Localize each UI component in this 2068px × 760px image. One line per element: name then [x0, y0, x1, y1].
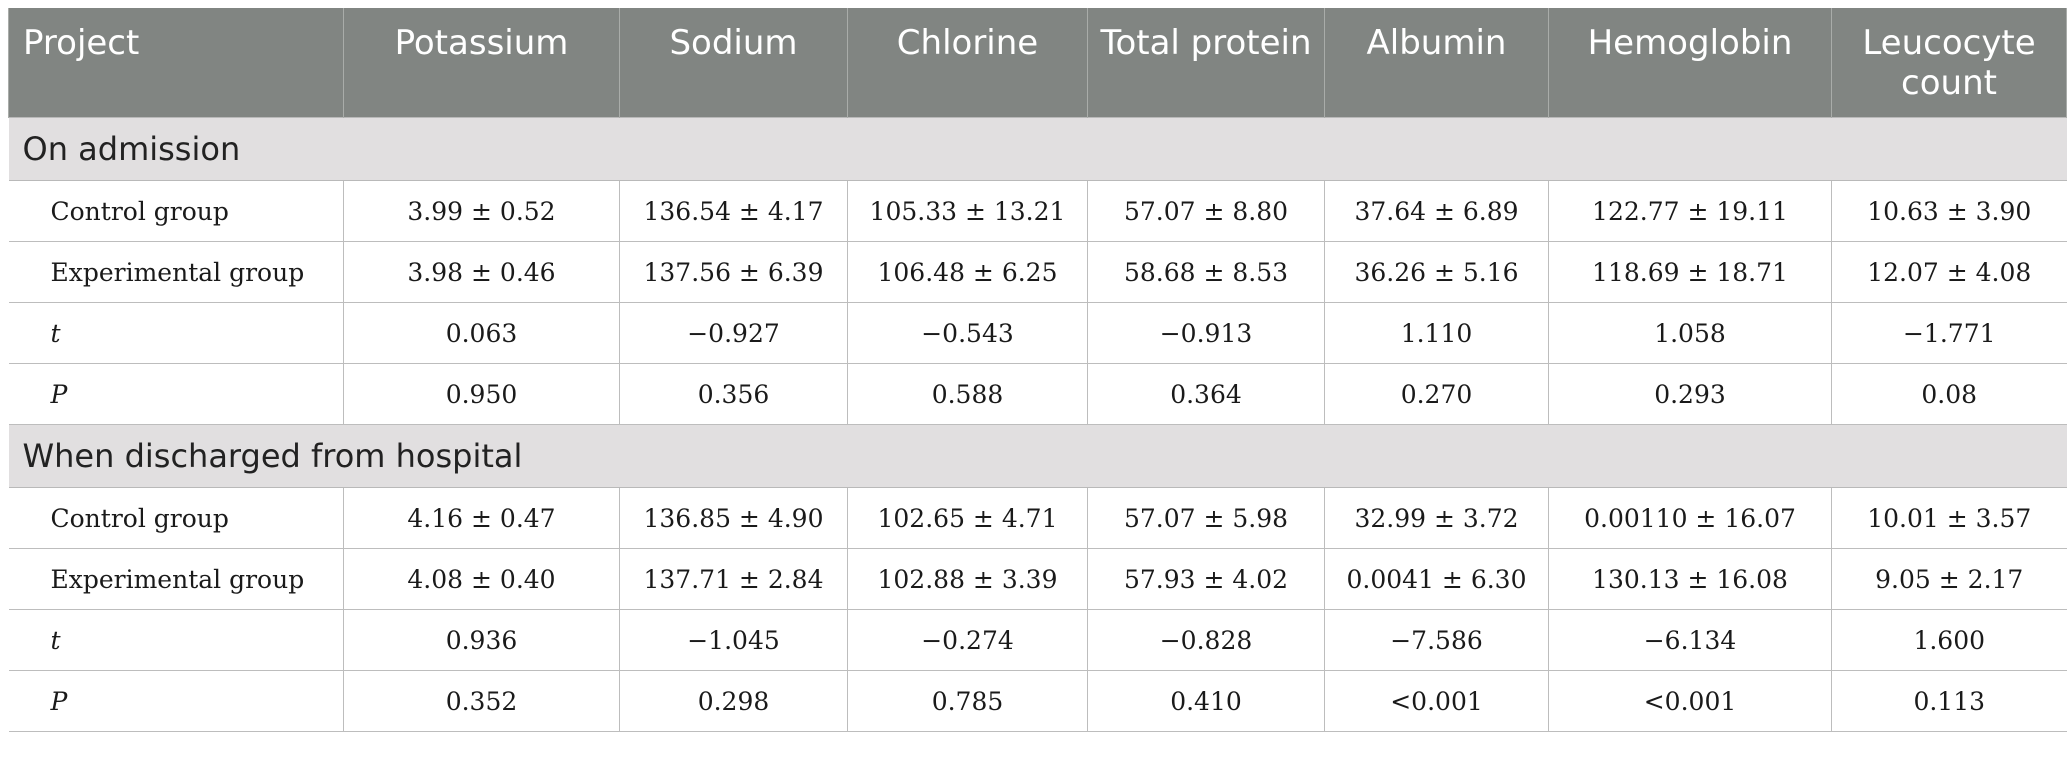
table-cell: 10.63 ± 3.90: [1831, 180, 2067, 242]
table-cell: 136.54 ± 4.17: [619, 180, 848, 242]
header-albumin-label: Albumin: [1366, 23, 1507, 63]
header-total-protein: Total protein: [1087, 8, 1325, 118]
table-cell: <0.001: [1324, 670, 1549, 732]
table-cell: −0.543: [847, 302, 1088, 364]
table-cell: 0.356: [619, 363, 848, 425]
table-cell: 37.64 ± 6.89: [1324, 180, 1549, 242]
table-cell: 3.99 ± 0.52: [343, 180, 620, 242]
table-cell: 137.71 ± 2.84: [619, 548, 848, 610]
table-cell: 136.85 ± 4.90: [619, 487, 848, 549]
table-cell: 105.33 ± 13.21: [847, 180, 1088, 242]
header-total-protein-label: Total protein: [1100, 23, 1312, 63]
table-cell: 130.13 ± 16.08: [1548, 548, 1832, 610]
header-hemoglobin-label: Hemoglobin: [1587, 23, 1793, 63]
header-potassium: Potassium: [343, 8, 620, 118]
table-cell: 10.01 ± 3.57: [1831, 487, 2067, 549]
table-cell: 0.08: [1831, 363, 2067, 425]
table-cell: <0.001: [1548, 670, 1832, 732]
section-title: When discharged from hospital: [8, 424, 2067, 488]
header-sodium: Sodium: [619, 8, 848, 118]
table-row: Control group 4.16 ± 0.47 136.85 ± 4.90 102…: [8, 487, 2067, 549]
table-cell: 102.65 ± 4.71: [847, 487, 1088, 549]
table-cell: 122.77 ± 19.11: [1548, 180, 1832, 242]
table-cell: 32.99 ± 3.72: [1324, 487, 1549, 549]
header-potassium-label: Potassium: [394, 23, 569, 63]
table-container: Project Potassium Sodium Chlorine Total …: [8, 8, 2067, 732]
header-sodium-label: Sodium: [669, 23, 798, 63]
header-albumin: Albumin: [1324, 8, 1549, 118]
table-row: P 0.352 0.298 0.785 0.410 <0.001 <0.001 0.113: [8, 670, 2067, 732]
row-label: Control group: [8, 487, 344, 549]
header-chlorine-label: Chlorine: [896, 23, 1039, 63]
row-label: P: [8, 363, 344, 425]
table-row: Experimental group 3.98 ± 0.46 137.56 ± 6.…: [8, 241, 2067, 303]
table-cell: 106.48 ± 6.25: [847, 241, 1088, 303]
table-cell: 0.270: [1324, 363, 1549, 425]
row-label: Experimental group: [8, 548, 344, 610]
table-cell: 118.69 ± 18.71: [1548, 241, 1832, 303]
table-cell: 0.113: [1831, 670, 2067, 732]
row-label: Control group: [8, 180, 344, 242]
table-cell: −0.913: [1087, 302, 1325, 364]
table-cell: −7.586: [1324, 609, 1549, 671]
header-row: Project Potassium Sodium Chlorine Total …: [8, 8, 2067, 118]
table-cell: 0.364: [1087, 363, 1325, 425]
header-hemoglobin: Hemoglobin: [1548, 8, 1832, 118]
row-label: Experimental group: [8, 241, 344, 303]
table-body: On admission Control group 3.99 ± 0.52 136.…: [8, 117, 2067, 732]
table-cell: 0.936: [343, 609, 620, 671]
header-chlorine: Chlorine: [847, 8, 1088, 118]
table-cell: 0.00110 ± 16.07: [1548, 487, 1832, 549]
table-cell: 36.26 ± 5.16: [1324, 241, 1549, 303]
table-cell: 57.93 ± 4.02: [1087, 548, 1325, 610]
row-label: t: [8, 609, 344, 671]
table-cell: 3.98 ± 0.46: [343, 241, 620, 303]
table-row: Experimental group 4.08 ± 0.40 137.71 ± 2.…: [8, 548, 2067, 610]
header-project-label: Project: [23, 23, 140, 63]
table-row: t 0.936 −1.045 −0.274 −0.828 −7.586 −6.134 1.60…: [8, 609, 2067, 671]
table-cell: 0.950: [343, 363, 620, 425]
table-cell: 102.88 ± 3.39: [847, 548, 1088, 610]
table-cell: −0.927: [619, 302, 848, 364]
table-cell: 1.600: [1831, 609, 2067, 671]
table-cell: 0.0041 ± 6.30: [1324, 548, 1549, 610]
table-cell: 0.410: [1087, 670, 1325, 732]
table-cell: 4.16 ± 0.47: [343, 487, 620, 549]
lab-values-table: Project Potassium Sodium Chlorine Total …: [8, 8, 2067, 732]
table-row: P 0.950 0.356 0.588 0.364 0.270 0.293 0.08: [8, 363, 2067, 425]
header-leucocyte-count-label: Leucocyte count: [1862, 23, 2036, 103]
header-leucocyte-count: Leucocyte count: [1831, 8, 2067, 118]
table-cell: −0.828: [1087, 609, 1325, 671]
table-cell: 4.08 ± 0.40: [343, 548, 620, 610]
row-label: t: [8, 302, 344, 364]
table-cell: −1.771: [1831, 302, 2067, 364]
table-cell: −1.045: [619, 609, 848, 671]
table-cell: 57.07 ± 8.80: [1087, 180, 1325, 242]
table-cell: 0.785: [847, 670, 1088, 732]
header-project: Project: [8, 8, 344, 118]
table-cell: 0.588: [847, 363, 1088, 425]
section-title: On admission: [8, 117, 2067, 181]
table-cell: 12.07 ± 4.08: [1831, 241, 2067, 303]
table-cell: 0.063: [343, 302, 620, 364]
table-cell: 1.058: [1548, 302, 1832, 364]
table-cell: 57.07 ± 5.98: [1087, 487, 1325, 549]
table-row: Control group 3.99 ± 0.52 136.54 ± 4.17 105…: [8, 180, 2067, 242]
table-cell: 1.110: [1324, 302, 1549, 364]
section-row: When discharged from hospital: [8, 424, 2067, 488]
table-cell: 9.05 ± 2.17: [1831, 548, 2067, 610]
table-cell: 0.293: [1548, 363, 1832, 425]
table-cell: 58.68 ± 8.53: [1087, 241, 1325, 303]
table-cell: 0.352: [343, 670, 620, 732]
table-row: t 0.063 −0.927 −0.543 −0.913 1.110 1.058 −1.771: [8, 302, 2067, 364]
table-cell: −6.134: [1548, 609, 1832, 671]
table-cell: 0.298: [619, 670, 848, 732]
row-label: P: [8, 670, 344, 732]
section-row: On admission: [8, 117, 2067, 181]
table-cell: 137.56 ± 6.39: [619, 241, 848, 303]
table-cell: −0.274: [847, 609, 1088, 671]
